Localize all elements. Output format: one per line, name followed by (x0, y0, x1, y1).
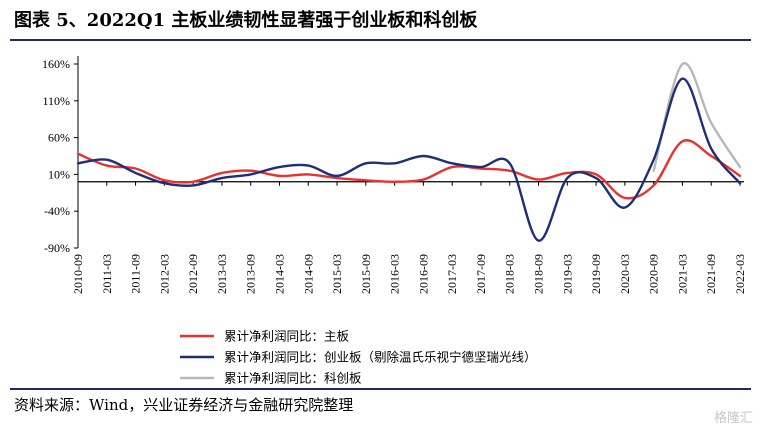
x-tick-label: 2011-09 (129, 254, 143, 294)
y-tick-label: 60% (48, 131, 70, 145)
x-tick-label: 2018-09 (532, 254, 546, 294)
source-note: 资料来源：Wind，兴业证券经济与金融研究院整理 (14, 396, 354, 414)
x-tick-label: 2022-03 (733, 254, 747, 294)
y-tick-label: -40% (44, 204, 70, 218)
x-tick-label: 2016-03 (388, 254, 402, 294)
y-tick-label: -90% (44, 241, 70, 255)
y-tick-label: 10% (48, 167, 70, 181)
x-tick-label: 2014-03 (272, 254, 286, 294)
x-tick-label: 2018-03 (503, 254, 517, 294)
x-tick-label: 2015-03 (330, 254, 344, 294)
x-tick-label: 2011-03 (100, 254, 114, 294)
x-tick-label: 2013-03 (215, 254, 229, 294)
x-tick-label: 2020-03 (618, 254, 632, 294)
x-tick-label: 2019-03 (560, 254, 574, 294)
legend-label-2: 累计净利润同比：科创板 (224, 371, 362, 386)
series-line-0 (76, 139, 742, 200)
page-title: 图表 5、2022Q1 主板业绩韧性显著强于创业板和科创板 (14, 10, 478, 31)
x-tick-label: 2019-09 (589, 254, 603, 294)
title-rule (10, 39, 751, 41)
x-tick-label: 2012-09 (186, 254, 200, 294)
x-axis-ticks: 2010-09 2011-03 2011-09 2012-03 2012-09 2013-… (71, 181, 747, 294)
legend-label-1: 累计净利润同比：创业板（剔除温氏乐视宁德坚瑞光线） (224, 350, 537, 365)
x-tick-label: 2017-03 (445, 254, 459, 294)
y-tick-label: 160% (42, 57, 70, 71)
x-tick-label: 2017-09 (474, 254, 488, 294)
series-line-1 (76, 77, 742, 242)
x-tick-label: 2016-09 (416, 254, 430, 294)
series-lines (76, 62, 742, 242)
x-tick-label: 2021-03 (675, 254, 689, 294)
x-tick-label: 2013-09 (244, 254, 258, 294)
x-tick-label: 2012-03 (157, 254, 171, 294)
x-tick-label: 2020-09 (647, 254, 661, 294)
source-rule (10, 388, 751, 390)
y-axis-ticks: 160% 110% 60% 10% -40% -90% (42, 56, 744, 255)
x-tick-label: 2010-09 (71, 254, 85, 294)
x-tick-label: 2015-09 (359, 254, 373, 294)
line-chart: 160%110%60%10%-40%-90% 2010-09 2011-03 201… (42, 56, 747, 386)
x-tick-label: 2021-09 (704, 254, 718, 294)
watermark: 格隆汇 (713, 411, 753, 426)
x-tick-label: 2014-09 (301, 254, 315, 294)
y-tick-label: 110% (42, 94, 70, 108)
legend-label-0: 累计净利润同比：主板 (224, 329, 350, 344)
